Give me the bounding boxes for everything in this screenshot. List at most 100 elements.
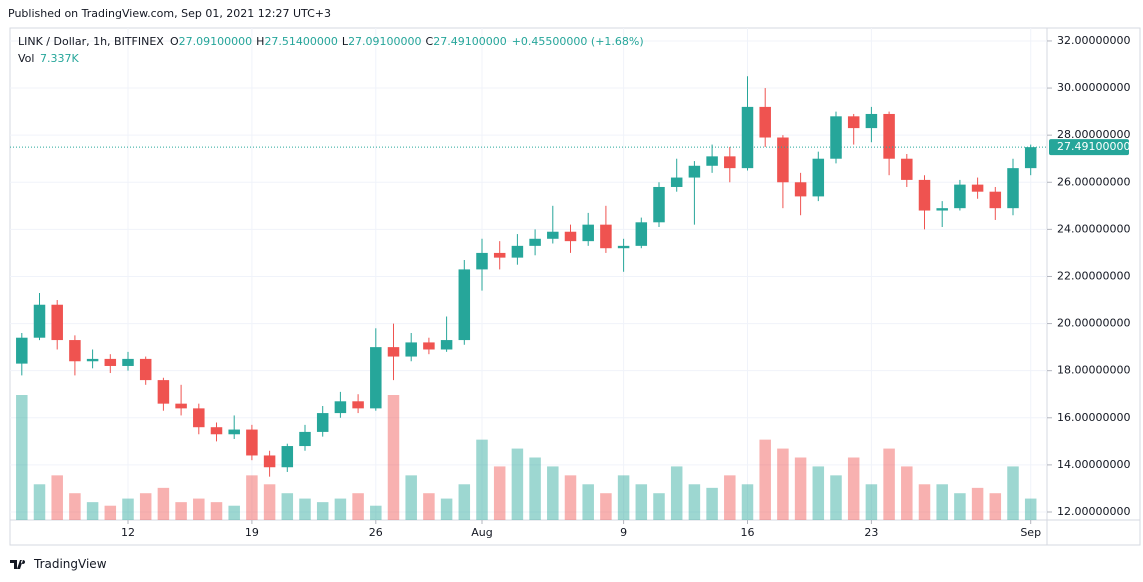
ohlc-value: 27.09100000 [348,35,421,48]
candle-body [246,429,258,456]
volume-bar [777,448,789,520]
volume-bar [901,466,913,520]
symbol: LINK / Dollar, 1h, BITFINEX [18,35,164,48]
ohlc-row: O27.09100000 H27.51400000 L27.09100000 C27.… [170,35,644,48]
volume-bar [193,498,205,520]
x-tick-label: Sep [1020,526,1041,539]
ohlc-value: 27.09100000 [179,35,252,48]
volume-bar [812,466,825,520]
candle-body [724,156,736,169]
candle-body [104,358,117,366]
x-tick-label: Aug [471,526,492,539]
candle-body [529,238,541,246]
candle-body [16,337,28,364]
volume-bar [954,493,966,520]
candle-body [971,184,984,192]
volume-bar [334,498,347,520]
volume-bar [794,457,807,520]
candle-body [759,106,771,138]
candle-body [299,431,311,447]
y-tick-label: 20.00000000 [1057,317,1130,330]
candle-body [847,116,860,129]
x-tick-label: 23 [864,526,878,539]
volume-bar [600,493,612,520]
candle-body [423,342,435,350]
ohlc-value: 27.49100000 [433,35,506,48]
volume-bar [210,502,223,520]
volume-bar [1024,498,1037,520]
volume-bar [352,493,364,520]
y-tick-label: 32.00000000 [1057,34,1130,47]
candle-body [440,340,453,350]
candle-body [901,158,913,180]
ohlc-key: O [170,35,179,48]
volume-bar [989,493,1002,520]
volume-bar [263,484,276,520]
candle-body [1007,168,1019,209]
volume-bar [1007,466,1019,520]
volume-bar [936,484,948,520]
volume-bar [157,487,170,520]
y-tick-label: 14.00000000 [1057,458,1130,471]
volume-bar [547,466,559,520]
volume-bar [635,484,648,520]
volume-bar [883,448,895,520]
candle-body [493,252,506,258]
volume-bar [493,466,506,520]
volume-bar [564,475,577,520]
volume-bar [281,493,294,520]
volume-bar [122,498,134,520]
x-tick-label: 19 [245,526,259,539]
x-tick-label: 12 [121,526,135,539]
volume-bar [370,505,382,520]
ohlc-key: H [256,35,264,48]
volume-bar [653,493,665,520]
last-price-box [1049,139,1129,156]
ohlc-key: C [426,35,434,48]
frame [9,27,1141,546]
candle-body [883,113,895,159]
volume-bar [86,502,99,520]
volume-bar [316,502,329,520]
volume-bar [759,439,771,520]
candle-body [954,184,966,209]
candle-body [387,347,400,357]
volume-bar [724,475,736,520]
candle-body [458,269,471,341]
candle-body [405,342,417,357]
candle-body [989,191,1002,209]
candle-body [670,177,683,187]
y-tick-label: 16.00000000 [1057,411,1130,424]
published-note: Published on TradingView.com, Sep 01, 20… [8,7,332,20]
candle-body [476,252,488,270]
volume-bar [33,484,46,520]
volume-bar [387,395,400,520]
volume-bar [529,457,541,520]
candle-body [812,158,825,197]
volume-bar [246,475,258,520]
volume-bar [971,487,984,520]
y-tick-label: 24.00000000 [1057,222,1130,235]
ohlc-value: 27.51400000 [264,35,337,48]
volume-bar [617,475,630,520]
volume-bar [299,498,311,520]
volume-bar [423,493,435,520]
volume-bar [228,505,240,520]
y-tick-label: 12.00000000 [1057,505,1130,518]
volume-bar [69,493,81,520]
candle-body [617,245,630,249]
chart: 12.00000000 14.00000000 16.00000000 18.0000… [9,27,1141,546]
candle-body [564,231,577,242]
candle-body [865,113,878,129]
volume-bar [16,395,28,520]
candle-body [334,401,347,414]
candle-body [777,137,789,183]
candle-body [741,106,754,169]
volume-bar [175,502,187,520]
x-tick-label: 26 [369,526,383,539]
candle-body [210,427,223,435]
candle-body [281,446,294,468]
candle-body [86,358,99,362]
y-tick-label: 22.00000000 [1057,269,1130,282]
